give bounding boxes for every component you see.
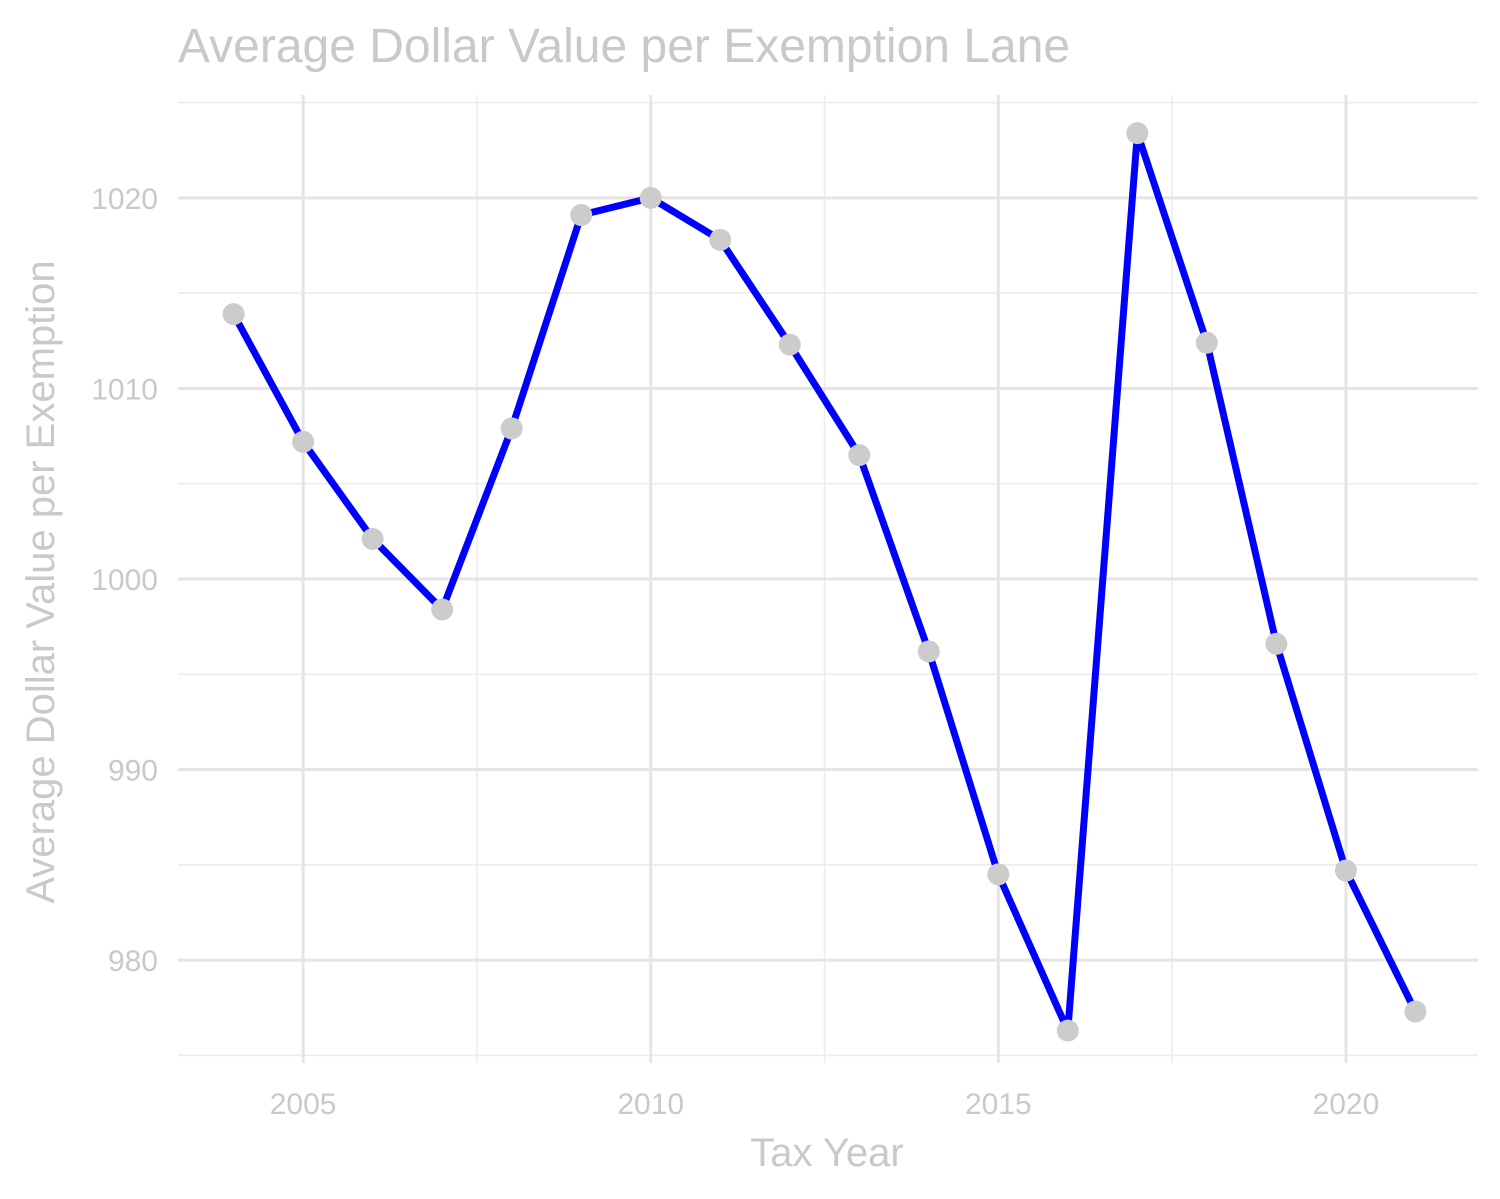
data-point <box>1404 1000 1427 1023</box>
data-point <box>500 417 523 440</box>
minor-gridlines <box>178 95 1478 1063</box>
y-tick-label: 980 <box>108 945 158 978</box>
data-point <box>1265 632 1288 655</box>
series-line <box>230 129 1419 1035</box>
y-axis-ticks: 980 990 1000 1010 1020 <box>91 183 158 978</box>
y-tick-label: 1010 <box>91 373 158 406</box>
data-point <box>292 430 315 453</box>
x-axis-ticks: 2005 2010 2015 2020 <box>270 1088 1380 1121</box>
data-point <box>1056 1019 1079 1042</box>
data-point <box>987 863 1010 886</box>
major-gridlines <box>178 95 1478 1063</box>
x-tick-label: 2010 <box>617 1088 684 1121</box>
x-tick-label: 2005 <box>270 1088 337 1121</box>
data-point <box>1334 859 1357 882</box>
y-tick-label: 990 <box>108 755 158 788</box>
data-point <box>222 303 245 326</box>
data-point <box>848 444 871 467</box>
data-point <box>709 228 732 251</box>
data-point <box>431 598 454 621</box>
series-line-group <box>230 129 1419 1035</box>
data-point <box>1126 122 1149 145</box>
y-tick-label: 1020 <box>91 183 158 216</box>
y-tick-label: 1000 <box>91 564 158 597</box>
x-axis-title: Tax Year <box>750 1131 903 1175</box>
data-point <box>917 640 940 663</box>
x-tick-label: 2020 <box>1313 1088 1380 1121</box>
chart-title: Average Dollar Value per Exemption Lane <box>178 20 1070 73</box>
data-point <box>361 527 384 550</box>
x-tick-label: 2015 <box>965 1088 1032 1121</box>
data-point <box>639 186 662 209</box>
data-points-group <box>222 122 1427 1042</box>
data-point <box>570 204 593 227</box>
data-point <box>1195 331 1218 354</box>
y-axis-title: Average Dollar Value per Exemption <box>19 260 63 903</box>
data-point <box>778 333 801 356</box>
